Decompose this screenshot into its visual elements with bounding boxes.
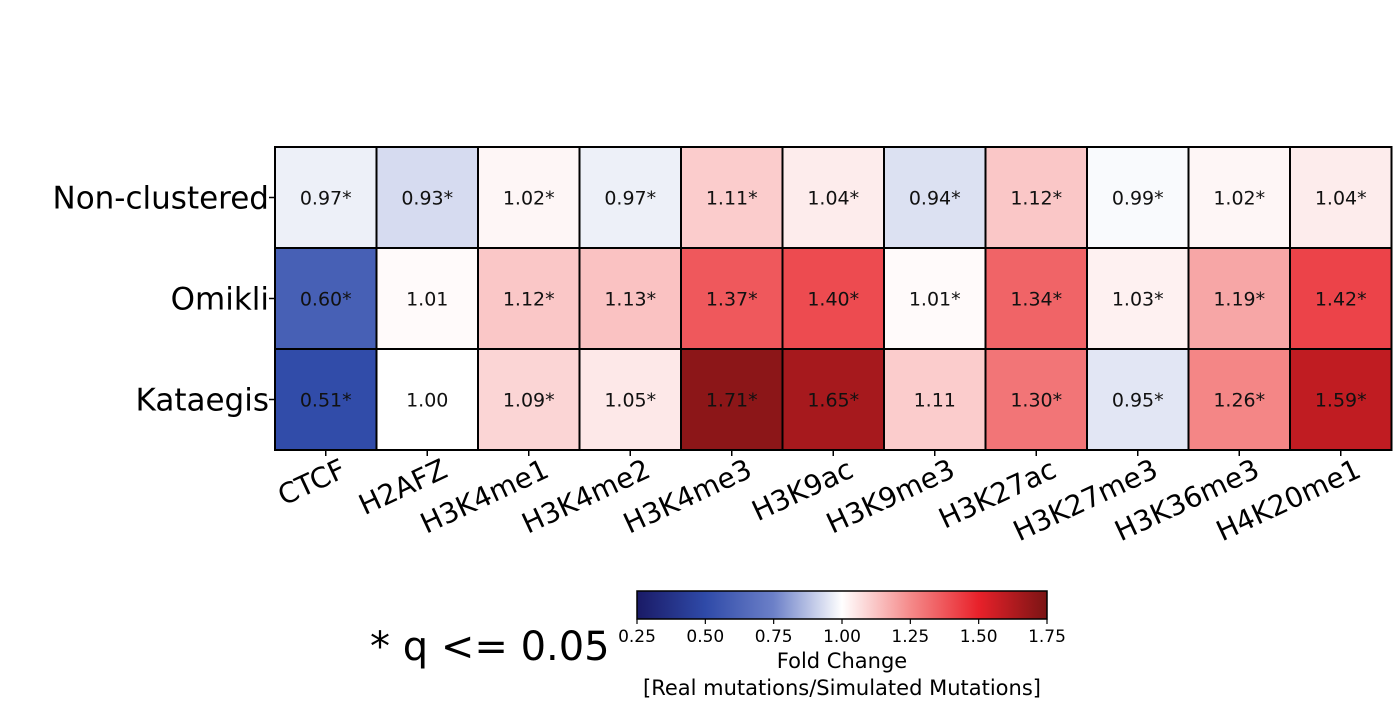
colorbar-tick-label: 1.25 (891, 627, 929, 647)
cell-value-label: 0.51* (300, 390, 352, 412)
cell-value-label: 0.97* (604, 188, 656, 210)
cell-value-label: 1.37* (706, 289, 758, 311)
heatmap-cell (477, 247, 581, 350)
heatmap-cell (274, 146, 378, 249)
cell-value-label: 1.71* (706, 390, 758, 412)
heatmap-cell (1187, 247, 1291, 350)
row-labels: Non-clustered Omikli Kataegis (53, 181, 275, 419)
colorbar-tick-label: 1.00 (823, 627, 861, 647)
cell-value-label: 0.94* (909, 188, 961, 210)
heatmap-cell (883, 348, 987, 451)
heatmap-cell (375, 146, 479, 249)
colorbar-label-line1: Fold Change (777, 649, 907, 673)
heatmap-cell (984, 146, 1088, 249)
heatmap-cell (1289, 348, 1393, 451)
column-label: CTCF (273, 452, 351, 512)
cell-value-label: 1.13* (604, 289, 656, 311)
heatmap-cell (1289, 146, 1393, 249)
heatmap-cell (781, 348, 885, 451)
cell-value-label: 0.97* (300, 188, 352, 210)
cell-value-label: 0.99* (1112, 188, 1164, 210)
cell-value-label: 0.93* (401, 188, 453, 210)
colorbar-tick-label: 0.75 (755, 627, 793, 647)
column-labels: CTCF H2AFZH3K4me1H3K4me2H3K4me3H3K9acH3K9… (273, 450, 1366, 548)
cell-value-label: 1.12* (503, 289, 555, 311)
colorbar-tick-label: 0.50 (686, 627, 724, 647)
row-label: Omikli (171, 282, 269, 318)
cell-value-label: 1.12* (1010, 188, 1062, 210)
cell-value-label: 1.02* (1213, 188, 1265, 210)
colorbar-tick-label: 1.75 (1028, 627, 1066, 647)
colorbar-tick-label: 1.50 (960, 627, 998, 647)
heatmap-cell (274, 247, 378, 350)
cell-value-label: 1.04* (1315, 188, 1367, 210)
cell-value-label: 1.00 (406, 390, 448, 412)
heatmap-cell (680, 247, 784, 350)
heatmap-cell (781, 146, 885, 249)
cell-value-label: 1.34* (1010, 289, 1062, 311)
cell-value-label: 1.40* (807, 289, 859, 311)
colorbar-label-line2: [Real mutations/Simulated Mutations] (643, 676, 1041, 700)
colorbar-tick-label: 0.25 (618, 627, 656, 647)
cell-value-label: 1.03* (1112, 289, 1164, 311)
cell-value-label: 0.95* (1112, 390, 1164, 412)
heatmap-cell (274, 348, 378, 451)
cell-value-label: 1.11 (914, 390, 956, 412)
heatmap-cell (883, 247, 987, 350)
cell-value-label: 1.59* (1315, 390, 1367, 412)
heatmap-cell (680, 348, 784, 451)
colorbar: 0.25 0.50 0.75 1.00 1.25 1.50 1.75 (618, 590, 1066, 647)
cell-value-label: 1.09* (503, 390, 555, 412)
cell-value-label: 0.60* (300, 289, 352, 311)
cell-value-label: 1.30* (1010, 390, 1062, 412)
significance-footnote: * q <= 0.05 (370, 624, 610, 670)
heatmap-cell (477, 146, 581, 249)
heatmap-cell (1187, 146, 1291, 249)
heatmap-cell (1086, 348, 1190, 451)
heatmap-cell (781, 247, 885, 350)
cell-value-label: 1.01* (909, 289, 961, 311)
colorbar-gradient (636, 590, 1048, 620)
cell-value-label: 1.04* (807, 188, 859, 210)
row-label: Non-clustered (53, 181, 270, 217)
heatmap-cell (1086, 247, 1190, 350)
cell-value-label: 1.05* (604, 390, 656, 412)
cell-value-label: 1.26* (1213, 390, 1265, 412)
cell-value-label: 1.42* (1315, 289, 1367, 311)
cell-value-label: 1.65* (807, 390, 859, 412)
cell-value-label: 1.11* (706, 188, 758, 210)
cell-value-label: 1.01 (406, 289, 448, 311)
cell-value-label: 1.19* (1213, 289, 1265, 311)
cell-value-label: 1.02* (503, 188, 555, 210)
heatmap-cell (1289, 247, 1393, 350)
heatmap-cells: 0.97* 0.93* 1.02* 0.97* 1.11* 1.04* 0.94* 1.12*… (274, 146, 1393, 451)
heatmap-cell (984, 247, 1088, 350)
row-label: Kataegis (136, 383, 269, 419)
